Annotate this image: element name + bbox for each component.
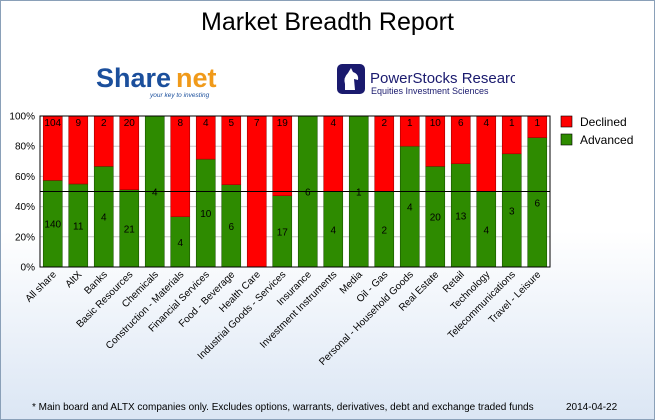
declined-value-label: 4 — [330, 118, 336, 129]
declined-value-label: 9 — [75, 118, 81, 129]
y-tick-label: 0% — [21, 263, 36, 274]
footnote: * Main board and ALTX companies only. Ex… — [32, 402, 534, 413]
declined-value-label: 20 — [124, 118, 136, 129]
advanced-value-label: 10 — [200, 209, 212, 220]
advanced-value-label: 4 — [330, 225, 336, 236]
declined-value-label: 104 — [44, 118, 61, 129]
declined-value-label: 19 — [277, 118, 289, 129]
advanced-value-label: 17 — [277, 227, 289, 238]
y-tick-label: 40% — [15, 202, 35, 213]
legend-label: Advanced — [580, 133, 633, 147]
legend-label: Declined — [580, 115, 627, 129]
y-tick-label: 60% — [15, 172, 35, 183]
declined-value-label: 4 — [203, 118, 209, 129]
declined-value-label: 1 — [407, 118, 413, 129]
legend-swatch — [560, 115, 573, 128]
advanced-value-label: 3 — [509, 206, 515, 217]
advanced-value-label: 6 — [305, 188, 311, 199]
y-tick-label: 80% — [15, 142, 35, 153]
advanced-value-label: 4 — [152, 188, 158, 199]
powerstocks-logo-name: PowerStocks Research — [370, 70, 515, 87]
knight-icon-shape — [344, 68, 359, 90]
declined-value-label: 4 — [483, 118, 489, 129]
y-tick-label: 100% — [9, 112, 35, 123]
x-tick-label: All share — [24, 269, 60, 305]
advanced-value-label: 6 — [228, 222, 234, 233]
report-date: 2014-04-22 — [566, 402, 618, 413]
declined-value-label: 2 — [381, 118, 387, 129]
sharenet-logo: Share net your key to investing — [96, 63, 217, 99]
plot-border — [39, 115, 551, 268]
advanced-value-label: 20 — [430, 213, 442, 224]
advanced-value-label: 4 — [407, 203, 413, 214]
sharenet-logo-net: net — [176, 63, 217, 93]
declined-value-label: 2 — [101, 118, 107, 129]
declined-value-label: 8 — [177, 118, 183, 129]
x-tick-label: AltX — [64, 269, 85, 290]
advanced-value-label: 13 — [455, 211, 467, 222]
declined-value-label: 7 — [254, 118, 260, 129]
legend-swatch — [560, 133, 573, 146]
advanced-value-label: 11 — [73, 221, 84, 232]
powerstocks-logo: PowerStocks Research Equities Investment… — [337, 64, 515, 96]
advanced-value-label: 1 — [356, 188, 362, 199]
declined-value-label: 1 — [509, 118, 515, 129]
y-tick-label: 20% — [15, 232, 35, 243]
page-title: Market Breadth Report — [201, 8, 454, 36]
sharenet-logo-share: Share — [96, 63, 171, 93]
advanced-value-label: 2 — [381, 225, 387, 236]
powerstocks-logo-tagline: Equities Investment Sciences — [371, 86, 489, 96]
advanced-value-label: 4 — [101, 213, 107, 224]
declined-value-label: 5 — [228, 118, 234, 129]
advanced-value-label: 6 — [534, 198, 540, 209]
advanced-value-label: 4 — [177, 238, 183, 249]
advanced-value-label: 140 — [44, 220, 61, 231]
declined-value-label: 6 — [458, 118, 464, 129]
declined-value-label: 1 — [534, 118, 540, 129]
declined-value-label: 10 — [430, 118, 442, 129]
bar-declined — [170, 115, 191, 217]
advanced-value-label: 21 — [124, 224, 136, 235]
advanced-value-label: 4 — [483, 225, 489, 236]
sharenet-logo-tagline: your key to investing — [149, 92, 210, 99]
